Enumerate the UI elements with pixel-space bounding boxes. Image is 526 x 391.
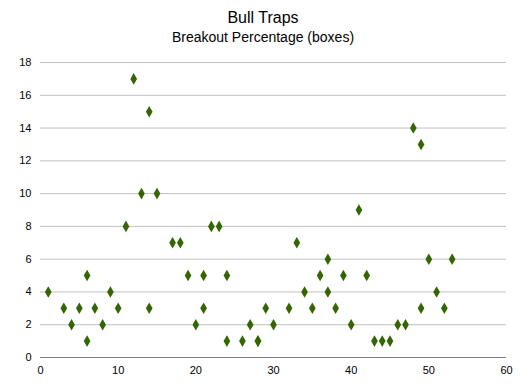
- svg-text:10: 10: [19, 187, 31, 199]
- html-text:Bull Traps: Bull Traps: [227, 9, 299, 26]
- svg-text:18: 18: [19, 56, 31, 68]
- html-text:Breakout Percentage (boxes): Breakout Percentage (boxes): [171, 29, 354, 45]
- svg-text:12: 12: [19, 154, 31, 166]
- svg-text:50: 50: [423, 364, 435, 376]
- svg-text:30: 30: [267, 364, 279, 376]
- svg-text:20: 20: [190, 364, 202, 376]
- svg-text:60: 60: [500, 364, 512, 376]
- svg-text:10: 10: [112, 364, 124, 376]
- svg-text:40: 40: [345, 364, 357, 376]
- svg-text:2: 2: [25, 318, 31, 330]
- svg-text:14: 14: [19, 122, 31, 134]
- svg-text:0: 0: [37, 364, 43, 376]
- svg-text:6: 6: [25, 253, 31, 265]
- svg-text:0: 0: [25, 351, 31, 363]
- svg-text:8: 8: [25, 220, 31, 232]
- svg-text:4: 4: [25, 285, 31, 297]
- svg-text:16: 16: [19, 89, 31, 101]
